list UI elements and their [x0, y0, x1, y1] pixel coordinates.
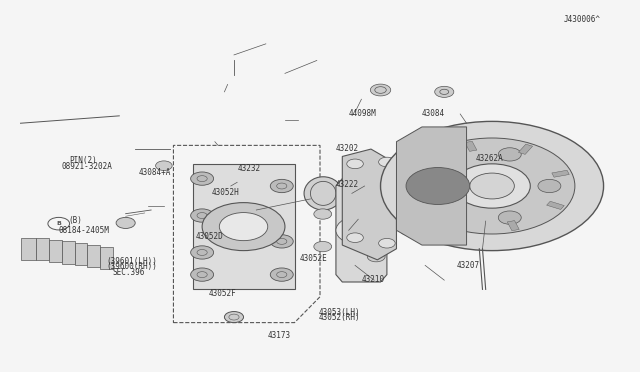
Circle shape: [470, 173, 515, 199]
Text: 43052D: 43052D: [196, 232, 223, 241]
Circle shape: [406, 167, 470, 205]
Text: 43262A: 43262A: [476, 154, 504, 163]
Circle shape: [347, 159, 364, 169]
Circle shape: [336, 215, 387, 245]
Circle shape: [400, 225, 418, 235]
Text: B: B: [56, 221, 61, 226]
Circle shape: [381, 121, 604, 251]
Polygon shape: [420, 163, 438, 171]
Text: 43084: 43084: [422, 109, 445, 118]
Circle shape: [379, 238, 395, 248]
Text: 43202: 43202: [336, 144, 359, 153]
Polygon shape: [451, 218, 466, 228]
Text: 08184-2405M: 08184-2405M: [59, 225, 109, 234]
Ellipse shape: [304, 177, 342, 210]
Polygon shape: [547, 201, 564, 209]
Circle shape: [191, 209, 214, 222]
Circle shape: [538, 179, 561, 193]
Circle shape: [499, 211, 521, 224]
Polygon shape: [508, 221, 519, 231]
Polygon shape: [36, 238, 49, 260]
Circle shape: [434, 160, 457, 173]
Circle shape: [314, 241, 332, 252]
Text: 43173: 43173: [268, 331, 291, 340]
Circle shape: [434, 199, 457, 212]
Text: 44098M: 44098M: [349, 109, 376, 118]
Text: (B): (B): [68, 216, 82, 225]
Circle shape: [409, 138, 575, 234]
Text: 43052E: 43052E: [300, 254, 327, 263]
Circle shape: [379, 157, 395, 167]
Text: 43232: 43232: [237, 164, 260, 173]
Polygon shape: [49, 240, 62, 262]
Circle shape: [191, 268, 214, 281]
Circle shape: [270, 179, 293, 193]
Polygon shape: [336, 179, 387, 282]
Text: 43084+A: 43084+A: [138, 167, 171, 177]
Polygon shape: [100, 247, 113, 269]
Circle shape: [202, 203, 285, 251]
Polygon shape: [88, 245, 100, 267]
Polygon shape: [193, 164, 294, 289]
Text: 43052F: 43052F: [209, 289, 236, 298]
Circle shape: [499, 148, 521, 161]
Circle shape: [220, 212, 268, 241]
Polygon shape: [342, 149, 396, 260]
Text: SEC.396: SEC.396: [113, 268, 145, 277]
Text: 43222: 43222: [336, 180, 359, 189]
Polygon shape: [465, 141, 477, 151]
Text: PIN(2): PIN(2): [70, 156, 97, 165]
Polygon shape: [552, 170, 569, 177]
Circle shape: [367, 251, 385, 262]
Polygon shape: [75, 243, 88, 265]
Text: (39601(LH)): (39601(LH)): [106, 257, 157, 266]
Text: (39600(RH)): (39600(RH)): [106, 262, 157, 272]
Circle shape: [270, 268, 293, 281]
Circle shape: [435, 86, 454, 97]
Circle shape: [371, 84, 391, 96]
Text: 43052(RH): 43052(RH): [319, 313, 360, 323]
Circle shape: [314, 209, 332, 219]
Circle shape: [156, 161, 172, 170]
Circle shape: [191, 246, 214, 259]
Text: 43053(LH): 43053(LH): [319, 308, 360, 317]
Polygon shape: [518, 144, 532, 154]
Polygon shape: [20, 238, 36, 260]
Polygon shape: [62, 241, 75, 263]
Circle shape: [116, 217, 135, 228]
Circle shape: [347, 233, 364, 243]
Text: 43052H: 43052H: [212, 188, 239, 197]
Text: 43207: 43207: [457, 260, 480, 270]
Text: 08921-3202A: 08921-3202A: [62, 162, 113, 171]
Polygon shape: [396, 127, 467, 245]
Text: J430006^: J430006^: [563, 15, 600, 23]
Text: 43210: 43210: [362, 275, 385, 284]
Circle shape: [270, 235, 293, 248]
Circle shape: [225, 311, 244, 323]
Circle shape: [454, 164, 531, 208]
Polygon shape: [415, 195, 432, 202]
Circle shape: [191, 172, 214, 185]
Circle shape: [367, 199, 385, 209]
